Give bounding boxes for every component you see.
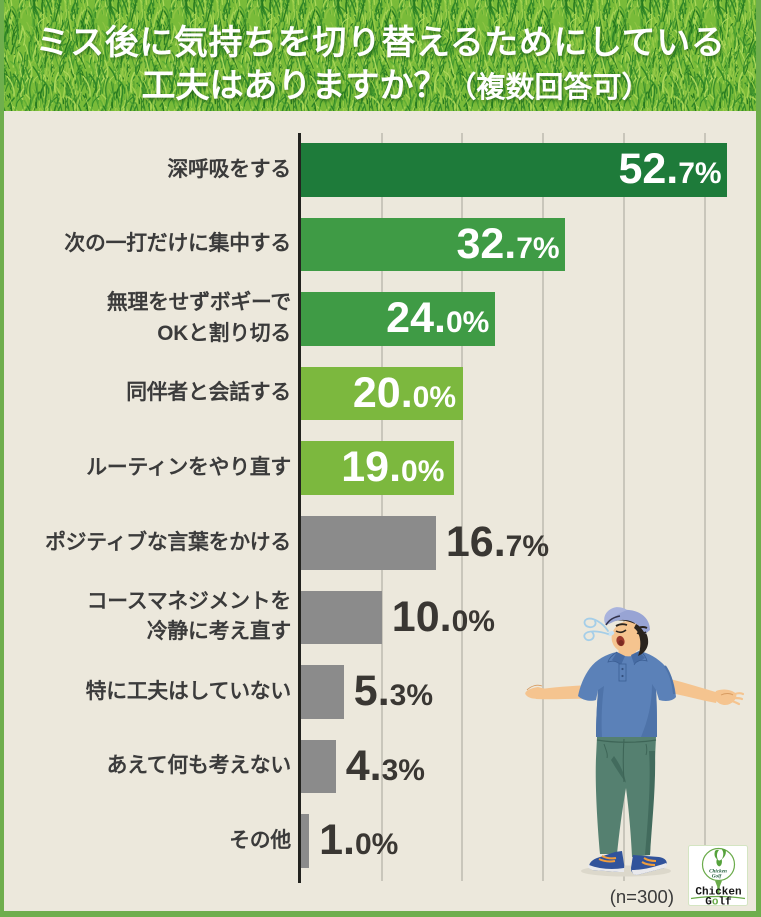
- svg-text:Chicken: Chicken: [709, 869, 727, 875]
- svg-text:Golf: Golf: [705, 897, 732, 907]
- svg-text:Golf: Golf: [712, 874, 723, 880]
- svg-text:Chicken: Chicken: [695, 887, 741, 899]
